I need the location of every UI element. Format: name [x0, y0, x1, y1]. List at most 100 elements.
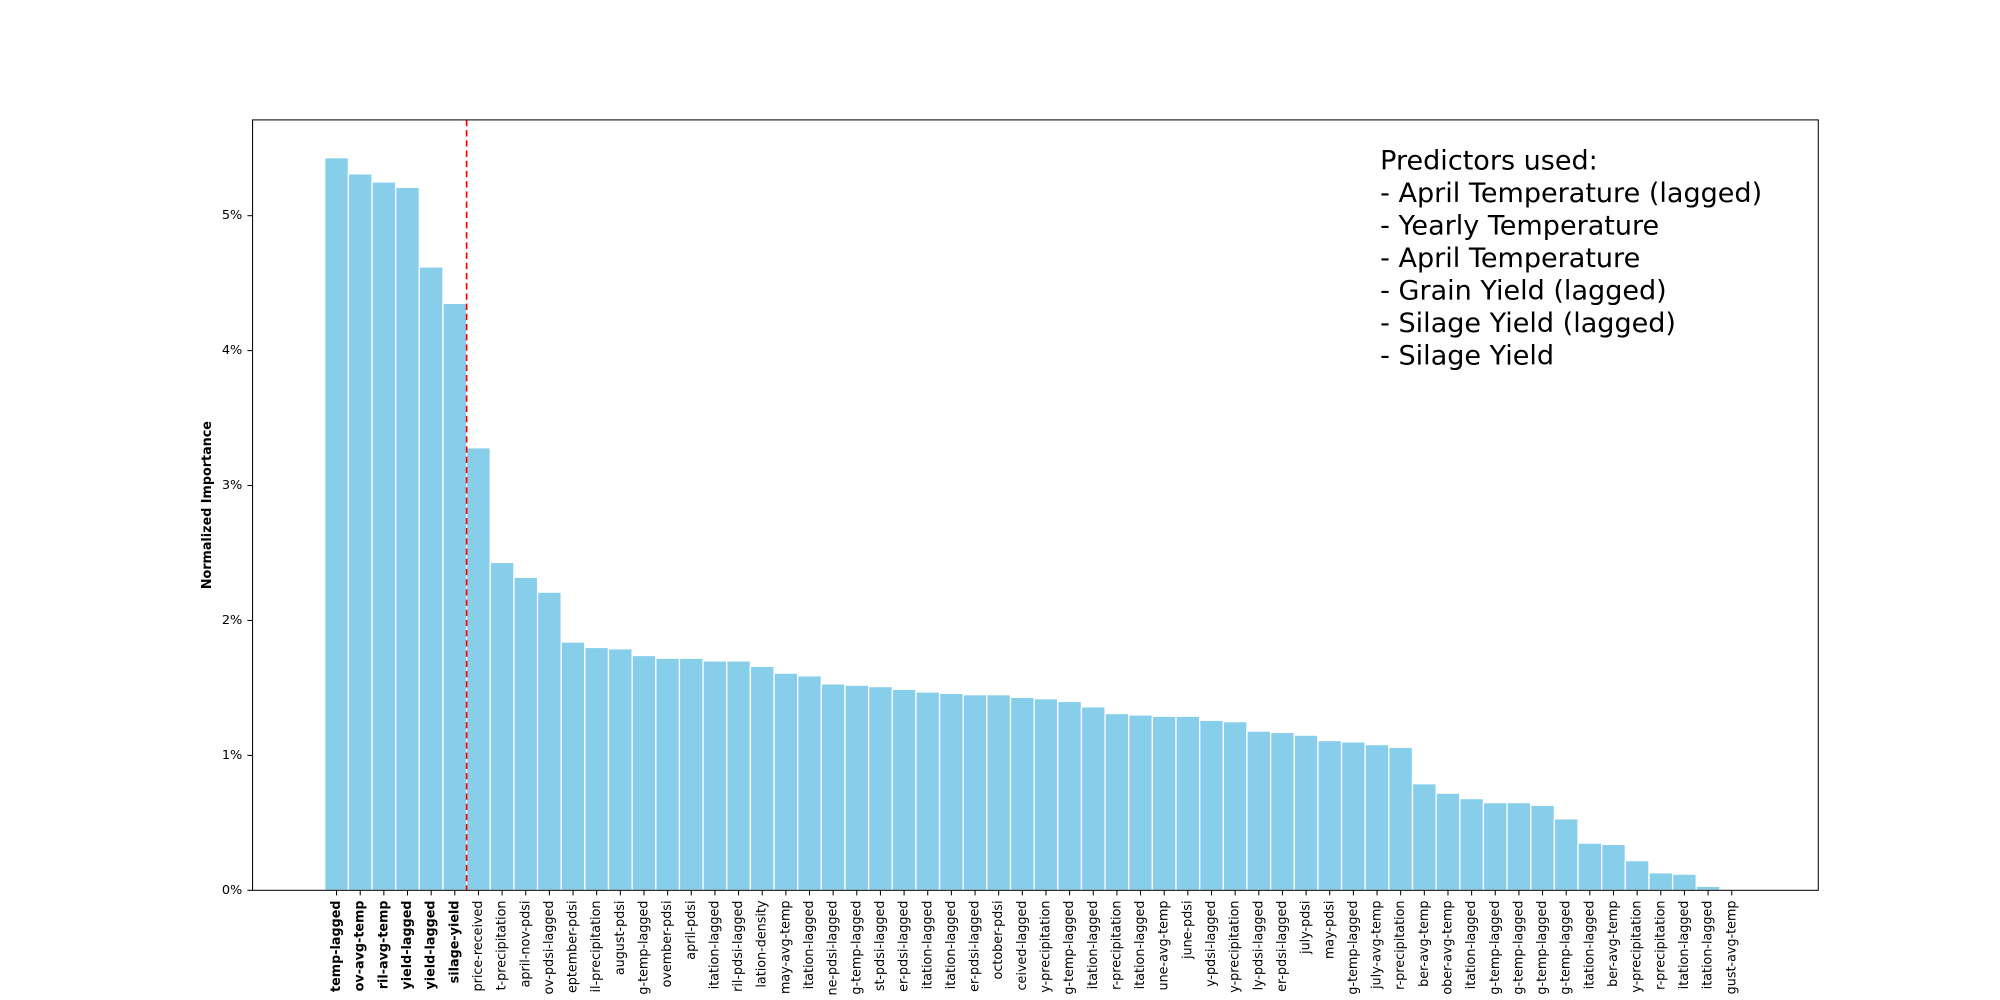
y-tick-label: 0%	[222, 883, 242, 898]
bar	[867, 685, 893, 891]
bar	[1293, 734, 1319, 891]
x-tick-label: g-temp-lagged	[1511, 901, 1526, 995]
x-tick-label: october-pdsi	[991, 901, 1006, 980]
bar	[844, 684, 870, 891]
x-tick-label: r-precipitation	[1393, 901, 1408, 990]
x-tick-label: ober-avg-temp	[1440, 901, 1455, 995]
bar	[773, 672, 799, 891]
x-tick-label: r-precipitation	[1109, 901, 1124, 990]
x-tick-label: il-precipitation	[589, 901, 604, 993]
x-tick-label: er-pdsi-lagged	[967, 901, 982, 992]
x-tick-label: ril-avg-temp	[376, 901, 391, 990]
bar	[1033, 698, 1059, 891]
x-tick-label: itation-lagged	[920, 901, 935, 990]
bar	[1506, 801, 1532, 891]
bar	[395, 186, 420, 891]
bar	[962, 694, 988, 891]
bar	[1199, 719, 1224, 891]
bar	[1577, 842, 1603, 891]
bar	[1648, 872, 1674, 891]
bar	[1246, 730, 1272, 891]
x-tick-label: y-pdsi-lagged	[1204, 901, 1219, 987]
x-tick-label: g-temp-lagged	[849, 901, 864, 995]
y-tick-label: 5%	[222, 208, 242, 223]
bar	[1435, 792, 1461, 891]
bar	[1151, 715, 1177, 891]
bar	[1128, 714, 1154, 891]
x-tick-label: eptember-pdsi	[565, 901, 580, 994]
bar	[1340, 741, 1366, 891]
bar	[560, 641, 586, 891]
annotation-line: - April Temperature	[1380, 243, 1640, 274]
bar	[1364, 743, 1390, 891]
bar	[1482, 801, 1508, 891]
annotation-line: - April Temperature (lagged)	[1380, 178, 1762, 209]
y-axis-label: Normalized Importance	[200, 421, 215, 589]
bar	[1459, 797, 1485, 891]
x-tick-label: itation-lagged	[1701, 901, 1716, 990]
x-tick-label: ov-avg-temp	[353, 901, 368, 992]
x-tick-label: temp-lagged	[329, 901, 344, 992]
x-tick-label: g-temp-lagged	[1488, 901, 1503, 995]
bar	[702, 660, 728, 891]
x-tick-label: y-precipitation	[1630, 901, 1645, 993]
x-tick-label: une-avg-temp	[1157, 901, 1172, 991]
x-tick-label: st-pdsi-lagged	[873, 901, 888, 992]
annotation-line: Predictors used:	[1380, 146, 1598, 177]
bar	[1411, 783, 1437, 891]
bar	[584, 646, 610, 891]
bar	[678, 657, 704, 891]
x-tick-label: ber-avg-temp	[1417, 901, 1432, 987]
y-tick-label: 2%	[222, 613, 242, 628]
x-tick-label: itation-lagged	[1582, 901, 1597, 990]
x-tick-label: july-pdsi	[1299, 901, 1314, 955]
bar	[655, 657, 681, 891]
annotation-line: - Yearly Temperature	[1380, 211, 1659, 242]
bar	[1624, 859, 1650, 891]
x-tick-label: silage-yield	[447, 901, 462, 984]
x-tick-label: g-temp-lagged	[1535, 901, 1550, 995]
x-tick-label: er-pdsi-lagged	[1275, 901, 1290, 992]
bar	[820, 683, 846, 891]
bar	[726, 660, 752, 891]
bar	[1269, 731, 1295, 891]
bar	[1553, 818, 1579, 891]
bar	[1695, 885, 1721, 891]
x-tick-label: g-temp-lagged	[1346, 901, 1361, 995]
x-tick-label: ov-pdsi-lagged	[542, 901, 557, 995]
x-tick-label: yield-lagged	[400, 901, 415, 990]
x-tick-label: ril-pdsi-lagged	[731, 901, 746, 992]
x-tick-label: may-pdsi	[1322, 901, 1337, 960]
bar	[489, 561, 515, 891]
x-tick-label: itation-lagged	[802, 901, 817, 990]
x-tick-label: itation-lagged	[707, 901, 722, 990]
x-tick-label: april-pdsi	[684, 901, 699, 960]
x-tick-label: july-avg-temp	[1369, 901, 1384, 990]
bar	[1671, 873, 1697, 891]
y-tick-label: 1%	[222, 748, 242, 763]
bar	[986, 694, 1012, 891]
x-tick-label: g-temp-lagged	[1559, 901, 1574, 995]
y-tick-label: 3%	[222, 478, 242, 493]
x-tick-label: ly-pdsi-lagged	[1251, 901, 1266, 991]
bar	[915, 691, 941, 891]
x-tick-label: itation-lagged	[1133, 901, 1148, 990]
x-tick-label: y-precipitation	[1228, 901, 1243, 993]
x-tick-label: itation-lagged	[1677, 901, 1692, 990]
bar	[1057, 700, 1083, 891]
x-tick-label: itation-lagged	[1464, 901, 1479, 990]
bar	[1009, 696, 1035, 891]
y-tick-label: 4%	[222, 343, 242, 358]
x-tick-label: ne-pdsi-lagged	[826, 901, 841, 996]
bar	[513, 576, 539, 891]
x-tick-label: er-pdsi-lagged	[897, 901, 912, 992]
annotation-line: - Grain Yield (lagged)	[1380, 276, 1667, 307]
plot-frame	[252, 119, 1819, 891]
bar	[607, 648, 633, 891]
x-tick-label: price-received	[471, 901, 486, 992]
x-tick-label: june-pdsi	[1180, 901, 1195, 961]
bar	[371, 181, 397, 891]
x-tick-label: ceived-lagged	[1015, 901, 1030, 991]
bar	[347, 173, 373, 891]
bar	[324, 157, 350, 891]
